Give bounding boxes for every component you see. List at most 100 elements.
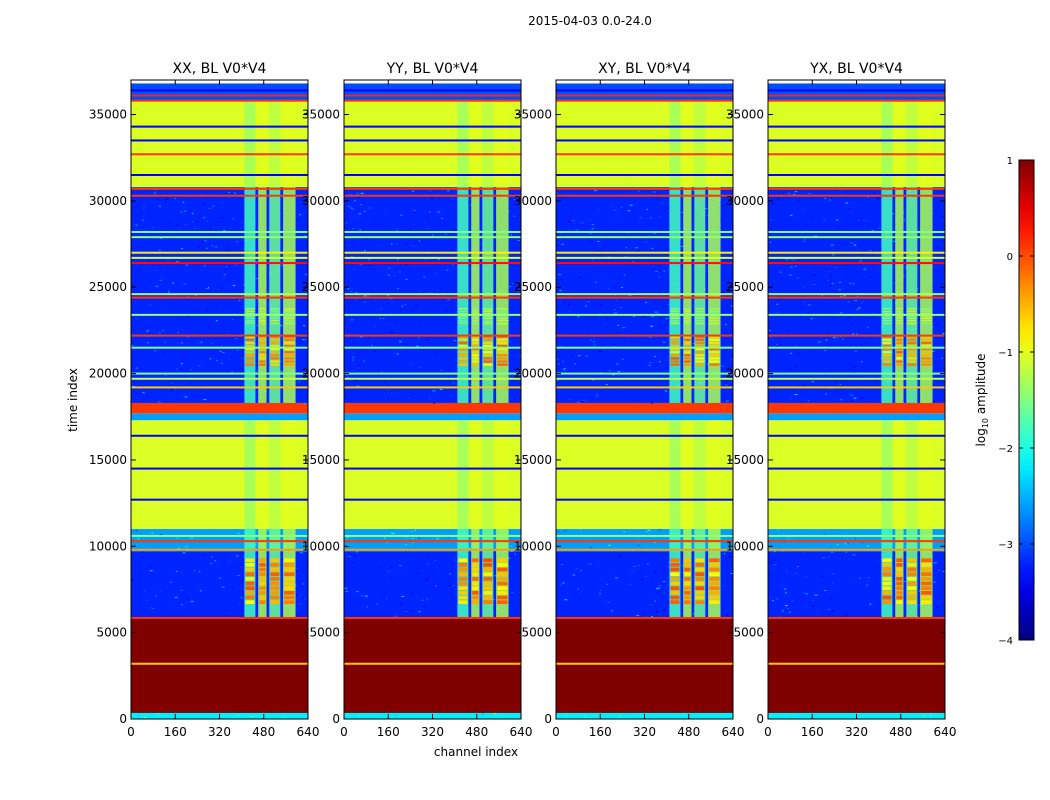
x-tick-label: 320 <box>845 725 868 739</box>
hot-spot-cell <box>670 586 680 591</box>
heatmap-line <box>131 187 308 190</box>
heatmap-line <box>768 125 945 128</box>
hot-spot-cell <box>709 313 720 314</box>
y-tick-label: 25000 <box>302 280 340 294</box>
hot-spot-cell <box>483 307 493 309</box>
heatmap-line <box>556 346 733 349</box>
hot-spot-cell <box>270 344 280 348</box>
hot-spot-cell <box>245 357 255 360</box>
heatmap-line <box>131 372 308 375</box>
hot-spot-cell <box>921 595 932 600</box>
hot-spot-cell <box>458 581 468 586</box>
hot-spot-cell <box>882 316 892 318</box>
hot-spot-cell <box>896 338 903 341</box>
heatmap-line <box>131 94 308 97</box>
hot-spot-cell <box>270 311 280 313</box>
hot-spot-cell <box>259 586 266 591</box>
y-tick-label: 0 <box>544 712 552 726</box>
hot-spot-cell <box>882 591 892 595</box>
hot-spot-cell <box>284 313 295 314</box>
panels: XX, BL V0*V4 0 160 320 480 640 0 5000 10000 15000… <box>89 61 957 739</box>
x-tick-label: 0 <box>552 725 560 739</box>
heatmap-line <box>131 256 308 259</box>
hot-spot-cell <box>670 313 680 314</box>
hot-spot-cell <box>259 357 266 360</box>
heatmap-line <box>131 534 308 537</box>
hot-spot-cell <box>497 577 508 581</box>
hot-spot-cell <box>497 567 508 572</box>
y-tick-label: 10000 <box>302 539 340 553</box>
heatmap-band <box>768 83 945 101</box>
hot-spot-cell <box>670 321 680 323</box>
hot-spot-cell <box>896 311 903 313</box>
hot-spot-cell <box>483 567 493 572</box>
hot-spot-cell <box>270 354 280 357</box>
hot-spot-cell <box>907 311 917 313</box>
y-axis-label: time index <box>66 368 80 432</box>
hot-spot-cell <box>896 335 903 338</box>
hot-spot-cell <box>284 595 295 600</box>
hot-spot-cell <box>458 335 468 338</box>
hot-spot-cell <box>458 567 468 572</box>
colorbar-tick-label: −1 <box>998 348 1013 359</box>
hot-spot-cell <box>472 318 479 320</box>
hot-spot-cell <box>245 586 255 591</box>
hot-spot-cell <box>458 354 468 357</box>
hot-spot-cell <box>458 558 468 563</box>
hot-spot-cell <box>458 318 468 320</box>
heatmap-line <box>768 94 945 97</box>
hot-spot-cell <box>907 360 917 363</box>
heatmap-line <box>344 346 521 349</box>
hot-spot-cell <box>695 311 705 313</box>
heatmap-line <box>131 236 308 239</box>
hot-spot-cell <box>882 572 892 577</box>
hot-spot-cell <box>483 357 493 360</box>
hot-spot-cell <box>882 318 892 320</box>
hot-spot-cell <box>882 313 892 314</box>
hot-spot-cell <box>259 323 266 325</box>
heatmap-line <box>768 194 945 197</box>
heatmap-line <box>556 313 733 316</box>
heatmap-line <box>344 194 521 197</box>
hot-spot-cell <box>259 600 266 605</box>
hot-spot-cell <box>882 321 892 323</box>
hot-spot-cell <box>483 558 493 563</box>
hot-spot-cell <box>684 563 691 567</box>
heatmap-line <box>344 313 521 316</box>
y-tick-label: 25000 <box>514 280 552 294</box>
hot-spot-cell <box>684 316 691 318</box>
heatmap-line <box>344 548 521 551</box>
y-tick-label: 5000 <box>309 626 340 640</box>
heatmap-line <box>556 296 733 299</box>
heatmap-line <box>768 262 945 265</box>
hot-spot-cell <box>270 323 280 325</box>
hot-spot-cell <box>907 335 917 338</box>
hot-spot-cell <box>483 313 493 314</box>
hot-spot-cell <box>896 307 903 309</box>
x-tick-label: 640 <box>510 725 533 739</box>
hot-spot-cell <box>245 316 255 318</box>
hot-spot-cell <box>284 335 295 338</box>
heatmap-line <box>768 434 945 437</box>
heatmap-line <box>131 125 308 128</box>
heatmap-band <box>131 551 308 618</box>
hot-spot-cell <box>483 320 493 321</box>
heatmap-line <box>131 498 308 501</box>
hot-spot-cell <box>472 323 479 325</box>
hot-spot-cell <box>921 577 932 581</box>
hot-spot-cell <box>270 563 280 567</box>
heatmap-line <box>768 498 945 501</box>
hot-spot-cell <box>284 309 295 311</box>
hot-spot-cell <box>695 572 705 577</box>
heatmap-band <box>344 83 521 101</box>
heatmap-line <box>556 262 733 265</box>
hot-spot-cell <box>245 581 255 586</box>
hot-spot-cell <box>709 591 720 595</box>
panel-title: YX, BL V0*V4 <box>809 61 903 77</box>
y-tick-label: 10000 <box>514 539 552 553</box>
hot-spot-cell <box>483 318 493 320</box>
hot-spot-cell <box>684 320 691 321</box>
hot-spot-cell <box>882 563 892 567</box>
hot-spot-cell <box>882 320 892 321</box>
